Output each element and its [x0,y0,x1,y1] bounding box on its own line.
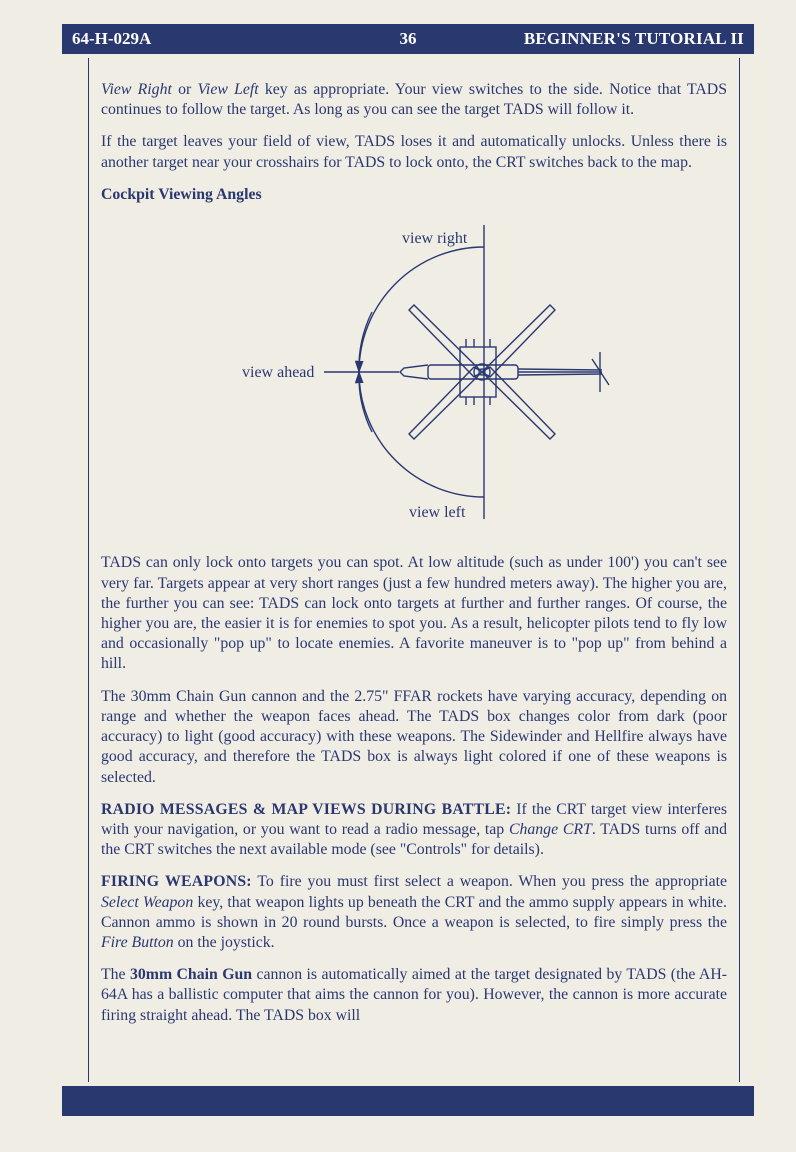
paragraph-2: If the target leaves your field of view,… [101,132,727,172]
paragraph-1: View Right or View Left key as appropria… [101,80,727,120]
change-crt-key: Change CRT [509,821,592,838]
label-view-right: view right [402,230,468,247]
label-view-left: view left [409,504,466,521]
header-page-number: 36 [400,29,417,49]
page-content: View Right or View Left key as appropria… [88,58,740,1082]
cockpit-viewing-diagram: view right view ahead view left [101,217,727,533]
paragraph-5: RADIO MESSAGES & MAP VIEWS DURING BATTLE… [101,800,727,861]
text: The [101,966,130,983]
header-section-title: BEGINNER'S TUTORIAL II [417,29,755,49]
paragraph-3: TADS can only lock onto targets you can … [101,553,727,674]
paragraph-6: FIRING WEAPONS: To fire you must first s… [101,872,727,953]
paragraph-7: The 30mm Chain Gun cannon is automatical… [101,965,727,1026]
diagram-heading: Cockpit Viewing Angles [101,185,727,205]
text: key, that weapon lights up beneath the C… [101,894,727,931]
text: To fire you must first select a weapon. … [252,873,727,890]
text: or [172,81,198,98]
firing-weapons-heading: FIRING WEAPONS: [101,873,252,890]
header-bar: 64-H-029A 36 BEGINNER'S TUTORIAL II [62,24,754,54]
view-left-key: View Left [197,81,258,98]
fire-button-key: Fire Button [101,934,174,951]
text: on the joystick. [174,934,275,951]
view-right-key: View Right [101,81,172,98]
label-view-ahead: view ahead [242,364,314,381]
radio-messages-heading: RADIO MESSAGES & MAP VIEWS DURING BATTLE… [101,801,511,818]
select-weapon-key: Select Weapon [101,894,193,911]
helicopter-diagram-svg: view right view ahead view left [204,217,624,527]
chain-gun-label: 30mm Chain Gun [130,966,252,983]
paragraph-4: The 30mm Chain Gun cannon and the 2.75" … [101,687,727,788]
footer-bar [62,1086,754,1116]
header-doc-id: 64-H-029A [62,29,400,49]
